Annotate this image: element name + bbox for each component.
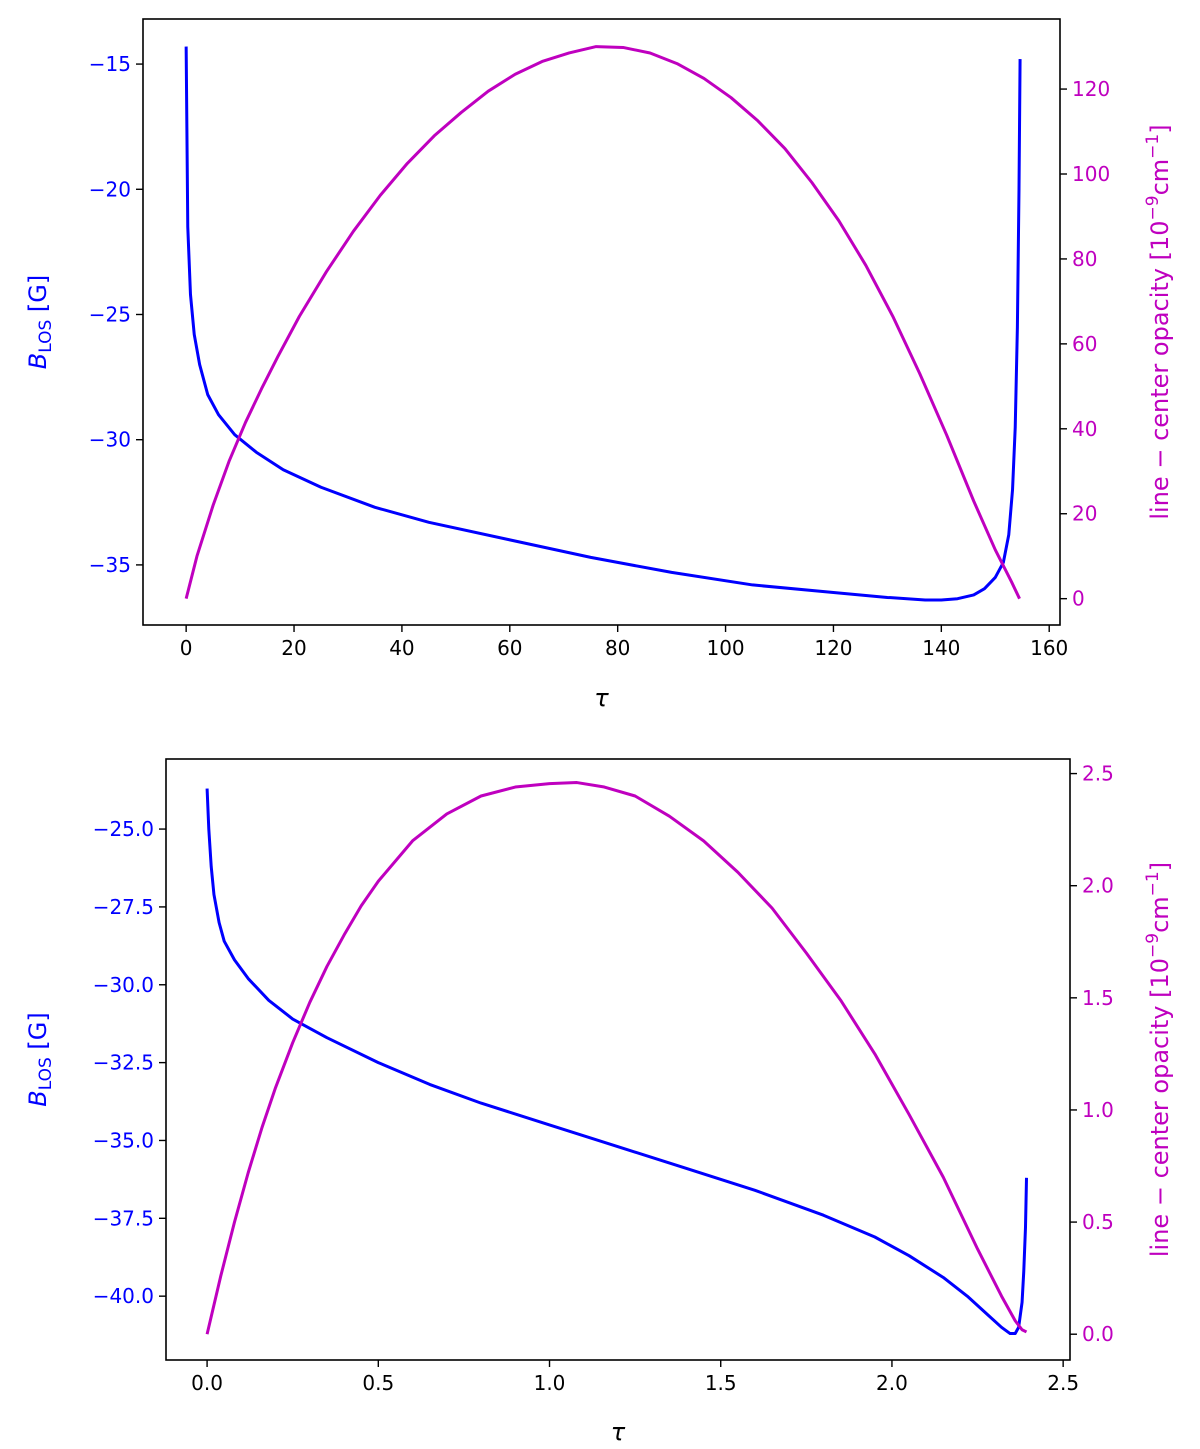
x-tick-label: 0 bbox=[180, 636, 193, 660]
y-right-tick-label: 2.0 bbox=[1082, 874, 1114, 898]
x-axis-label: τ bbox=[594, 684, 609, 712]
y-left-tick-label: −35 bbox=[89, 553, 131, 577]
plot-frame bbox=[165, 758, 1071, 1361]
y-right-tick-label: 60 bbox=[1072, 332, 1097, 356]
x-tick-label: 1.5 bbox=[705, 1371, 737, 1395]
y-left-tick-label: −37.5 bbox=[93, 1206, 154, 1230]
x-tick-label: 0.0 bbox=[191, 1371, 223, 1395]
y-right-tick-label: 80 bbox=[1072, 247, 1097, 271]
chart-panel-1: 0 20 40 60 80 100 120 140 160 −15 −20 −25 −30 −35 0 20 4… bbox=[24, 18, 1174, 712]
y-right-tick-label: 40 bbox=[1072, 417, 1097, 441]
y-left-label-main: B bbox=[24, 1090, 52, 1106]
y-right-label-mid: cm bbox=[1146, 896, 1174, 933]
y-right-tick-label: 2.5 bbox=[1082, 762, 1114, 786]
y-right-tick-label: 100 bbox=[1072, 162, 1110, 186]
y-left-tick-label: −32.5 bbox=[93, 1051, 154, 1075]
y-left-tick-label: −30.0 bbox=[93, 973, 154, 997]
y-left-label-unit: [G] bbox=[24, 275, 52, 320]
y-right-label-sup1: −9 bbox=[1143, 933, 1163, 958]
opacity-line-1 bbox=[184, 45, 1021, 600]
x-tick-label: 100 bbox=[706, 636, 744, 660]
opacity-line-2 bbox=[205, 781, 1028, 1335]
y-right-label-sup2: −1 bbox=[1143, 134, 1163, 159]
y-left-tick-label: −25.0 bbox=[93, 817, 154, 841]
y-right-label-prefix: line − center opacity [10 bbox=[1146, 958, 1174, 1257]
y-right-label-suffix: ] bbox=[1146, 862, 1174, 871]
chart-panel-2: 0.0 0.5 1.0 1.5 2.0 2.5 −25.0 −27.5 −30.0 −32.5 −3… bbox=[24, 758, 1174, 1446]
y-right-tick-label: 0.0 bbox=[1082, 1322, 1114, 1346]
x-tick-label: 120 bbox=[814, 636, 852, 660]
y-right-tick-label: 1.0 bbox=[1082, 1098, 1114, 1122]
y-left-tick-label: −35.0 bbox=[93, 1128, 154, 1152]
x-tick-label: 2.5 bbox=[1047, 1371, 1079, 1395]
y-right-label-sup1: −9 bbox=[1143, 195, 1163, 220]
y-right-tick-label: 20 bbox=[1072, 502, 1097, 526]
y-right-axis-label: line − center opacity [10−9cm−1] bbox=[1143, 862, 1174, 1257]
x-tick-label: 80 bbox=[605, 636, 630, 660]
y-left-tick-label: −30 bbox=[89, 428, 131, 452]
y-right-label-mid: cm bbox=[1146, 159, 1174, 196]
y-right-label-suffix: ] bbox=[1146, 124, 1174, 133]
y-right-tick-label: 0 bbox=[1072, 587, 1085, 611]
x-axis-label: τ bbox=[611, 1418, 626, 1446]
y-left-label-main: B bbox=[24, 353, 52, 369]
y-left-tick-label: −40.0 bbox=[93, 1284, 154, 1308]
x-tick-label: 0.5 bbox=[362, 1371, 394, 1395]
y-left-tick-label: −20 bbox=[89, 177, 131, 201]
y-left-axis-label: BLOS [G] bbox=[24, 275, 56, 369]
y-right-tick-label: 0.5 bbox=[1082, 1210, 1114, 1234]
y-left-tick-label: −15 bbox=[89, 52, 131, 76]
y-left-tick-label: −27.5 bbox=[93, 895, 154, 919]
x-tick-label: 160 bbox=[1030, 636, 1068, 660]
y-right-tick-label: 120 bbox=[1072, 77, 1110, 101]
blos-line-1 bbox=[184, 46, 1022, 602]
y-left-label-sub: LOS bbox=[36, 1057, 56, 1090]
blos-line-2 bbox=[205, 788, 1029, 1336]
x-tick-label: 20 bbox=[281, 636, 306, 660]
y-right-tick-label: 1.5 bbox=[1082, 986, 1114, 1010]
x-tick-label: 60 bbox=[497, 636, 522, 660]
y-left-label-unit: [G] bbox=[24, 1012, 52, 1057]
x-tick-label: 2.0 bbox=[876, 1371, 908, 1395]
y-right-axis-label: line − center opacity [10−9cm−1] bbox=[1143, 124, 1174, 519]
plot-frame bbox=[142, 18, 1061, 626]
x-tick-label: 1.0 bbox=[534, 1371, 566, 1395]
y-left-tick-label: −25 bbox=[89, 302, 131, 326]
x-tick-label: 140 bbox=[922, 636, 960, 660]
x-tick-label: 40 bbox=[389, 636, 414, 660]
y-left-axis-label: BLOS [G] bbox=[24, 1012, 56, 1106]
y-right-label-sup2: −1 bbox=[1143, 871, 1163, 896]
y-left-label-sub: LOS bbox=[36, 320, 56, 353]
y-right-label-prefix: line − center opacity [10 bbox=[1146, 220, 1174, 519]
